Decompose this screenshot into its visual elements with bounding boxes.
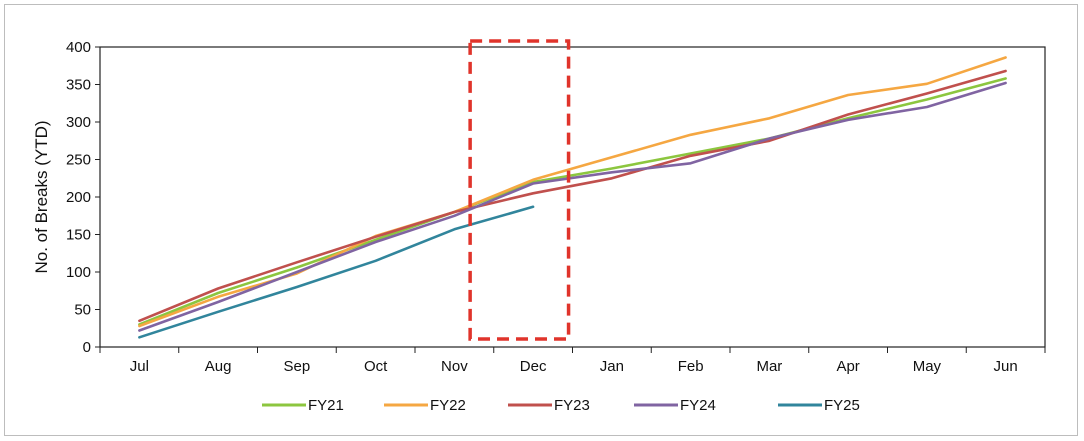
legend: FY21 FY22 FY23 FY24 FY25 bbox=[262, 397, 860, 414]
y-axis-label-group: No. of Breaks (YTD) bbox=[32, 120, 51, 273]
chart-frame bbox=[4, 4, 1078, 436]
x-tick-label: Nov bbox=[441, 358, 468, 375]
x-tick-label: Dec bbox=[520, 358, 547, 375]
y-tick-label: 0 bbox=[83, 339, 91, 356]
y-tick-label: 250 bbox=[66, 152, 91, 169]
y-tick-label: 150 bbox=[66, 227, 91, 244]
x-tick-label: Jun bbox=[994, 358, 1018, 375]
x-tick-label: Jan bbox=[600, 358, 624, 375]
series-line-fy24 bbox=[138, 81, 1007, 332]
legend-label-fy21: FY21 bbox=[308, 397, 344, 414]
x-tick-label: May bbox=[913, 358, 942, 375]
x-tick-label: Jul bbox=[130, 358, 149, 375]
legend-label-fy24: FY24 bbox=[680, 397, 716, 414]
x-tick-label: Mar bbox=[756, 358, 782, 375]
y-tick-label: 50 bbox=[74, 302, 91, 319]
axes: 0 50 100 150 200 250 300 350 400 Jul Aug Sep Oct Nov D… bbox=[66, 39, 1046, 375]
series-line-fy25 bbox=[138, 205, 535, 339]
x-tick-label: Sep bbox=[284, 358, 311, 375]
legend-label-fy23: FY23 bbox=[554, 397, 590, 414]
x-tick-label: Oct bbox=[364, 358, 388, 375]
y-tick-label: 350 bbox=[66, 77, 91, 94]
y-tick-label: 200 bbox=[66, 189, 91, 206]
y-tick-label: 300 bbox=[66, 114, 91, 131]
plot-area-border bbox=[99, 46, 1046, 348]
dashed-highlight-rectangle bbox=[468, 39, 571, 341]
y-tick-label: 100 bbox=[66, 264, 91, 281]
series-line-fy22 bbox=[138, 56, 1007, 328]
x-tick-label: Apr bbox=[836, 358, 859, 375]
series-line-fy23 bbox=[138, 69, 1007, 323]
series-lines bbox=[138, 56, 1007, 339]
legend-label-fy25: FY25 bbox=[824, 397, 860, 414]
highlight-annotation bbox=[468, 39, 571, 341]
series-line-fy21 bbox=[138, 77, 1007, 326]
y-tick-label: 400 bbox=[66, 39, 91, 56]
x-tick-label: Aug bbox=[205, 358, 232, 375]
x-tick-label: Feb bbox=[678, 358, 704, 375]
legend-label-fy22: FY22 bbox=[430, 397, 466, 414]
y-axis-label: No. of Breaks (YTD) bbox=[32, 120, 51, 273]
